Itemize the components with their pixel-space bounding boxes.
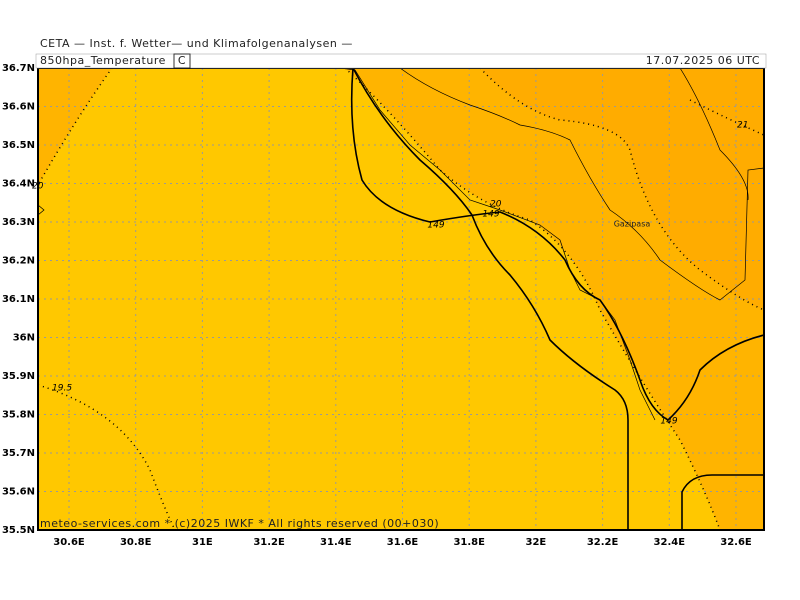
contour-label: 20 bbox=[32, 182, 44, 192]
lat-label: 36.3N bbox=[2, 217, 35, 228]
unit-box bbox=[173, 53, 191, 69]
lat-label: 35.8N bbox=[2, 410, 35, 421]
header-title: CETA — Inst. f. Wetter— und Klimafolgena… bbox=[40, 37, 353, 50]
coastline bbox=[38, 68, 764, 421]
lon-label: 31.4E bbox=[320, 537, 352, 548]
place-label: Gazipasa bbox=[614, 220, 651, 229]
contour-label: 149 bbox=[660, 417, 677, 427]
contour bbox=[352, 68, 629, 530]
lon-label: 32.2E bbox=[587, 537, 619, 548]
contour-label: 20 bbox=[490, 200, 502, 210]
contour bbox=[350, 68, 764, 421]
lat-label: 35.9N bbox=[2, 371, 35, 382]
height-contours bbox=[350, 68, 764, 530]
lon-label: 30.6E bbox=[53, 537, 85, 548]
coast bbox=[38, 204, 45, 216]
header-bar bbox=[35, 53, 767, 69]
lat-label: 36.5N bbox=[2, 140, 35, 151]
lat-label: 36.7N bbox=[2, 63, 35, 74]
contour-label: 19.5 bbox=[52, 384, 72, 394]
footer: meteo-services.com * (c)2025 IWKF * All … bbox=[40, 517, 439, 530]
lon-label: 31E bbox=[192, 537, 213, 548]
coast bbox=[679, 68, 749, 201]
lon-label: 32E bbox=[526, 537, 547, 548]
unit: C bbox=[178, 54, 186, 67]
contour bbox=[681, 474, 764, 530]
lon-label: 31.6E bbox=[387, 537, 419, 548]
coast bbox=[399, 68, 764, 301]
lon-label: 31.2E bbox=[253, 537, 285, 548]
lat-label: 36.6N bbox=[2, 102, 35, 113]
lat-label: 36.4N bbox=[2, 179, 35, 190]
lat-label: 35.7N bbox=[2, 448, 35, 459]
map-field bbox=[38, 68, 764, 530]
field-name: 850hpa_Temperature bbox=[40, 54, 166, 67]
lat-label: 36.2N bbox=[2, 256, 35, 267]
lon-label: 32.4E bbox=[654, 537, 686, 548]
lat-label: 36.1N bbox=[2, 294, 35, 305]
contour-label: 149 bbox=[482, 210, 499, 220]
temperature-area bbox=[480, 68, 764, 310]
contour-label: 149 bbox=[427, 221, 444, 231]
lat-label: 35.6N bbox=[2, 487, 35, 498]
lon-label: 31.8E bbox=[453, 537, 485, 548]
lat-label: 36N bbox=[13, 333, 35, 344]
temperature-area bbox=[38, 68, 112, 185]
lon-label: 32.6E bbox=[720, 537, 752, 548]
coast bbox=[339, 68, 656, 421]
lat-label: 35.5N bbox=[2, 525, 35, 536]
valid-time: 17.07.2025 06 UTC bbox=[646, 54, 760, 67]
lon-label: 30.8E bbox=[120, 537, 152, 548]
contour-label: 21 bbox=[737, 121, 748, 131]
